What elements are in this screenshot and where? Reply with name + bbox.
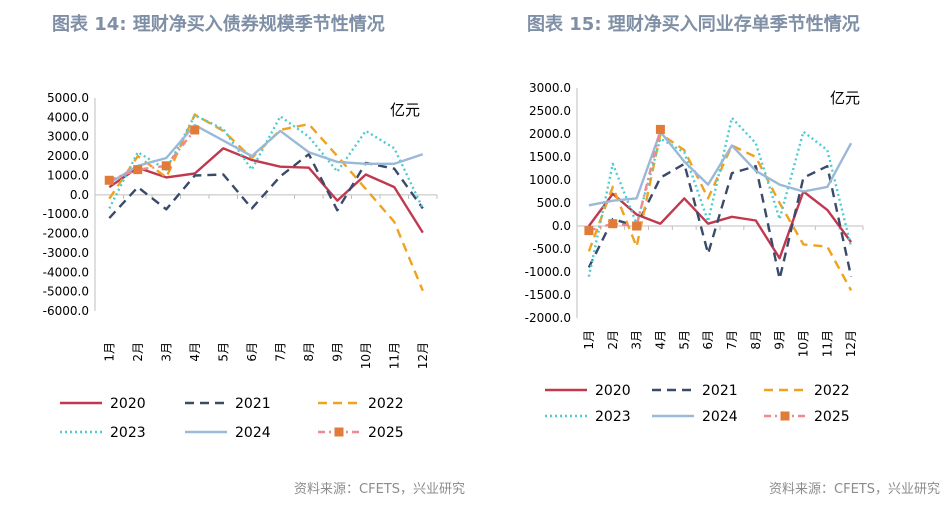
x-tick-label: 3月 <box>159 342 173 362</box>
y-tick-label: -5000.0 <box>43 285 89 299</box>
y-tick-label: 0.0 <box>552 219 571 233</box>
y-tick-label: 3000.0 <box>47 130 89 144</box>
x-tick-label: 11月 <box>387 342 401 369</box>
series-point-2025 <box>632 221 642 231</box>
chart-title: 图表 14: 理财净买入债券规模季节性情况 <box>52 14 385 35</box>
x-tick-label: 10月 <box>359 342 373 369</box>
legend-label-2022: 2022 <box>368 396 404 412</box>
y-tick-label: 3000.0 <box>529 81 571 95</box>
x-tick-label: 4月 <box>653 330 667 350</box>
chart-panel-bond: 图表 14: 理财净买入债券规模季节性情况 5000.0 4000.0 3000.0… <box>43 14 465 497</box>
x-tick-label: 6月 <box>701 330 715 350</box>
unit-label: 亿元 <box>830 89 860 107</box>
x-tick-label: 12月 <box>416 342 430 369</box>
y-tick-label: 2500.0 <box>529 104 571 118</box>
x-tick-label: 10月 <box>796 330 810 357</box>
legend-label-2020: 2020 <box>595 383 631 399</box>
chart-title: 图表 15: 理财净买入同业存单季节性情况 <box>527 14 860 35</box>
y-tick-label: -1000.0 <box>43 207 89 221</box>
source-note: 资料来源：CFETS，兴业研究 <box>294 482 465 497</box>
y-tick-label: -1500.0 <box>525 288 571 302</box>
series-line-2025 <box>588 129 662 232</box>
source-note: 资料来源：CFETS，兴业研究 <box>769 482 940 497</box>
x-tick-label: 8月 <box>749 330 763 350</box>
series-point-2025 <box>608 219 618 229</box>
legend-label-2024: 2024 <box>235 425 271 441</box>
series-point-2025 <box>104 175 114 185</box>
series-point-2025 <box>190 125 200 135</box>
y-tick-label: 1000.0 <box>47 168 89 182</box>
x-tick-label: 9月 <box>773 330 787 350</box>
series-point-2025 <box>133 165 143 175</box>
x-tick-label: 7月 <box>273 342 287 362</box>
x-tick-label: 8月 <box>302 342 316 362</box>
x-tick-label: 2月 <box>606 330 620 350</box>
x-tick-label: 3月 <box>630 330 644 350</box>
y-tick-label: -1000.0 <box>525 265 571 279</box>
x-tick-label: 4月 <box>188 342 202 362</box>
legend-label-2020: 2020 <box>110 396 146 412</box>
series-line-2021 <box>587 162 853 281</box>
y-tick-label: 5000.0 <box>47 91 89 105</box>
x-tick-label: 6月 <box>245 342 259 362</box>
x-tick-label: 5月 <box>216 342 230 362</box>
x-tick-label: 2月 <box>131 342 145 362</box>
y-tick-label: -3000.0 <box>43 246 89 260</box>
y-tick-label: 500.0 <box>537 196 571 210</box>
series-line-2022 <box>587 132 853 291</box>
x-tick-label: 9月 <box>330 342 344 362</box>
legend-label-2021: 2021 <box>235 396 271 412</box>
y-tick-label: 1500.0 <box>529 150 571 164</box>
y-tick-label: -4000.0 <box>43 265 89 279</box>
y-tick-label: -6000.0 <box>43 304 89 318</box>
x-tick-label: 1月 <box>102 342 116 362</box>
y-tick-label: -2000.0 <box>525 311 571 325</box>
legend-label-2025: 2025 <box>814 409 850 425</box>
series-line-2023 <box>587 116 853 277</box>
legend-label-2023: 2023 <box>110 425 146 441</box>
y-tick-label: -2000.0 <box>43 227 89 241</box>
series-line-2024 <box>108 123 424 185</box>
x-tick-label: 1月 <box>582 330 596 350</box>
y-tick-label: -500.0 <box>532 242 571 256</box>
y-tick-label: 1000.0 <box>529 173 571 187</box>
series-line-2024 <box>588 130 853 207</box>
y-tick-label: 4000.0 <box>47 110 89 124</box>
legend-label-2024: 2024 <box>702 409 738 425</box>
series-point-2025 <box>655 124 665 134</box>
legend-label-2021: 2021 <box>702 383 738 399</box>
x-tick-label: 12月 <box>844 330 858 357</box>
y-tick-label: 0.0 <box>70 188 89 202</box>
unit-label: 亿元 <box>390 101 420 119</box>
legend-marker-2025 <box>780 411 790 421</box>
line-chart-ncd: 3000.0 2500.0 2000.0 1500.0 1000.0 500.0 0.0 -5… <box>525 81 864 425</box>
legend-label-2023: 2023 <box>595 409 631 425</box>
legend-marker-2025 <box>334 427 344 437</box>
chart-panel-ncd: 图表 15: 理财净买入同业存单季节性情况 3000.0 2500.0 2000.0… <box>475 0 950 505</box>
legend-label-2022: 2022 <box>814 383 850 399</box>
x-tick-label: 11月 <box>820 330 834 357</box>
legend-label-2025: 2025 <box>368 425 404 441</box>
x-tick-label: 7月 <box>725 330 739 350</box>
line-chart-bond: 5000.0 4000.0 3000.0 2000.0 1000.0 0.0 -1000.0… <box>43 91 438 441</box>
x-tick-label: 5月 <box>677 330 691 350</box>
y-tick-label: 2000.0 <box>47 149 89 163</box>
y-tick-label: 2000.0 <box>529 127 571 141</box>
series-point-2025 <box>161 161 171 171</box>
series-line-2020 <box>108 147 424 234</box>
series-point-2025 <box>584 226 594 236</box>
